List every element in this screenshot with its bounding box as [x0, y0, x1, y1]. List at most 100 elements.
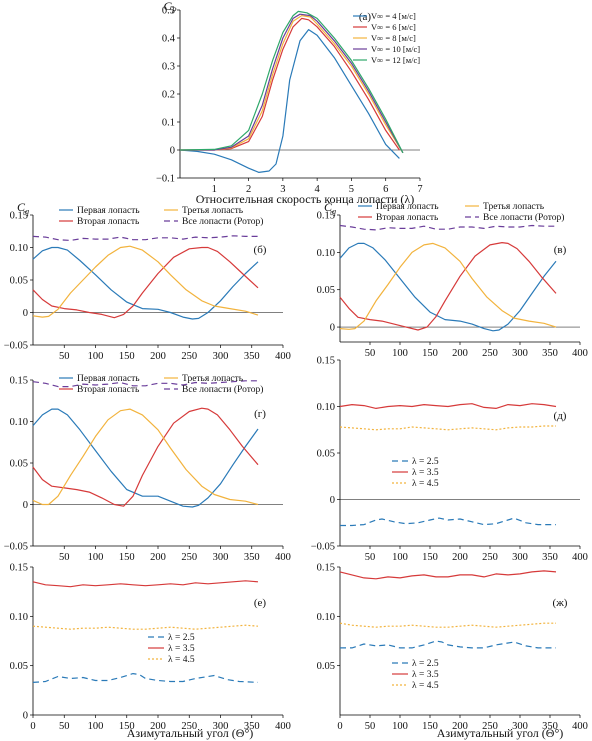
- x-tick-label: 50: [365, 348, 376, 359]
- x-tick-label: 4: [315, 184, 321, 195]
- x-tick-label: 350: [244, 721, 260, 732]
- y-tick-label: 0: [23, 308, 28, 319]
- series-line-1: [339, 570, 557, 580]
- x-tick-label: 50: [59, 552, 70, 563]
- legend-label: Все лопасти (Ротор): [182, 384, 263, 395]
- y-tick-label: −0.05: [311, 542, 335, 553]
- y-tick-label: 0: [170, 146, 175, 157]
- y-tick-label: 0.15: [317, 211, 335, 222]
- legend-label: Третья лопасть: [182, 206, 244, 216]
- legend-label: λ = 2.5: [412, 457, 439, 467]
- y-axis-title: Cq: [17, 200, 29, 216]
- x-tick-label: 150: [422, 552, 438, 563]
- series-line-0: [340, 517, 556, 527]
- y-tick-label: 0.10: [317, 248, 335, 259]
- chart-panels: −0.1 0 0.1 0.2 0.3 0.4 0.5 1 2 3 4 5 6 7 CP Относительн…: [4, 0, 588, 732]
- series-line-0: [32, 408, 259, 508]
- x-tick-label: 400: [572, 348, 588, 359]
- x-tick-label: 150: [119, 721, 135, 732]
- x-axis-title: Относительная скорость конца лопасти (λ): [196, 192, 415, 206]
- y-tick-label: 0.10: [10, 612, 28, 623]
- y-tick-label: 0: [330, 323, 335, 334]
- panel-label: (ж): [553, 597, 568, 609]
- series-line-2: [32, 245, 259, 318]
- y-tick-label: 0.05: [317, 449, 335, 460]
- x-tick-label: 150: [119, 552, 135, 563]
- x-tick-label: 200: [452, 552, 468, 563]
- y-tick-label: 0.15: [10, 211, 28, 222]
- x-tick-label: 50: [59, 721, 70, 732]
- x-tick-label: 350: [542, 348, 558, 359]
- panel-b: −0.05 0 0.05 0.10 0.15 50 100 150 200 250 300 350 40…: [4, 200, 291, 362]
- x-tick-label: 150: [119, 351, 135, 362]
- x-tick-label: 350: [542, 552, 558, 563]
- x-tick-label: 200: [452, 721, 468, 732]
- y-tick-label: 0.1: [162, 118, 175, 129]
- x-tick-label: 400: [572, 552, 588, 563]
- x-tick-label: 7: [417, 184, 422, 195]
- x-tick-label: 50: [365, 721, 376, 732]
- x-tick-label: 100: [88, 552, 104, 563]
- x-tick-label: 250: [181, 351, 197, 362]
- x-tick-label: 300: [512, 721, 528, 732]
- x-tick-label: 100: [88, 721, 104, 732]
- y-tick-label: 0.3: [162, 62, 175, 73]
- y-axis-title-subscript: q: [25, 207, 29, 216]
- series-line-2: [339, 622, 556, 628]
- x-tick-label: 3: [280, 184, 285, 195]
- y-tick-label: 0.05: [10, 459, 28, 470]
- series-line-1: [32, 580, 259, 588]
- x-tick-label: 50: [365, 552, 376, 563]
- legend-label: Все лопасти (Ротор): [483, 212, 564, 223]
- series-line-1: [339, 403, 557, 409]
- y-tick-label: −0.05: [4, 341, 28, 352]
- legend-label: λ = 3.5: [168, 644, 195, 654]
- series-line-2: [32, 408, 259, 506]
- panel-f: 0 0.05 0.10 0.15 0 50 100 150 200 250 300 350 400 (е)…: [10, 563, 291, 733]
- y-tick-label: −0.05: [4, 542, 28, 553]
- y-tick-label: 0.10: [317, 402, 335, 413]
- x-tick-label: 200: [150, 552, 166, 563]
- series-line-3: [339, 224, 556, 231]
- y-tick-label: 0: [23, 500, 28, 511]
- series-line-1: [339, 242, 557, 331]
- x-tick-label: 100: [392, 721, 408, 732]
- x-tick-label: 6: [383, 184, 388, 195]
- x-tick-label: 350: [244, 552, 260, 563]
- x-axis-label-bottom-right: Азимутальный угол (Θ°): [437, 726, 564, 740]
- x-tick-label: 300: [213, 721, 229, 732]
- x-tick-label: 50: [59, 351, 70, 362]
- x-tick-label: 200: [452, 348, 468, 359]
- panel-label: (а): [359, 11, 372, 23]
- x-tick-label: 350: [244, 351, 260, 362]
- legend-label: Первая лопасть: [77, 374, 140, 384]
- panel-g: 0.05 0.10 0.15 0 50 100 150 200 250 300 350 400 (ж) λ…: [317, 563, 588, 733]
- series-line-1: [32, 246, 259, 319]
- series-line-4: [179, 10, 404, 154]
- legend-label: V∞ = 10 [м/с]: [371, 44, 420, 54]
- legend-label: Все лопасти (Ротор): [182, 216, 263, 227]
- y-axis-title-subscript: P: [171, 6, 177, 15]
- x-tick-label: 100: [392, 552, 408, 563]
- x-tick-label: 100: [88, 351, 104, 362]
- legend-label: Вторая лопасть: [77, 217, 140, 227]
- x-tick-label: 0: [337, 721, 342, 732]
- legend-label: Вторая лопасть: [376, 213, 439, 223]
- y-axis-title-subscript: q: [332, 207, 336, 216]
- y-tick-label: 0.05: [317, 661, 335, 672]
- x-tick-label: 400: [275, 552, 291, 563]
- x-tick-label: 300: [213, 351, 229, 362]
- x-tick-label: 250: [181, 721, 197, 732]
- y-tick-label: 0.5: [162, 6, 175, 17]
- x-tick-label: 0: [30, 721, 35, 732]
- x-tick-label: 1: [212, 184, 217, 195]
- x-tick-label: 400: [275, 721, 291, 732]
- legend-label: λ = 4.5: [168, 655, 195, 665]
- y-tick-label: 0.15: [317, 356, 335, 367]
- x-tick-label: 100: [392, 348, 408, 359]
- x-tick-label: 350: [542, 721, 558, 732]
- series-line-2: [339, 425, 556, 431]
- x-tick-label: 150: [422, 721, 438, 732]
- x-axis-label-bottom-left: Азимутальный угол (Θ°): [127, 726, 254, 740]
- series-line-0: [339, 242, 557, 332]
